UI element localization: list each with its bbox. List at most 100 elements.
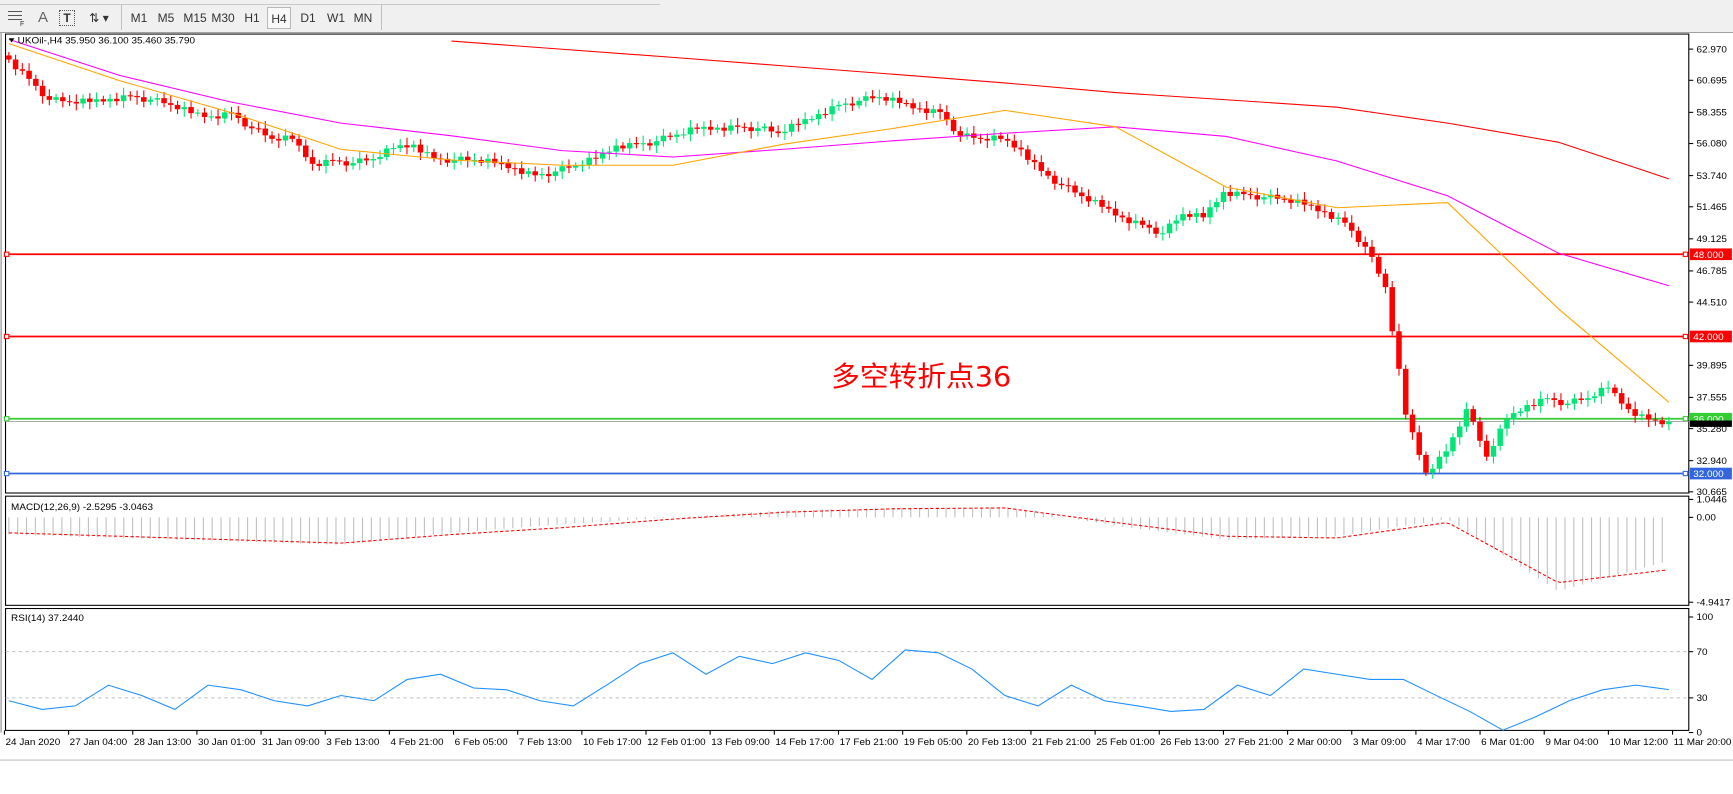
timeframe-h4[interactable]: H4 xyxy=(267,7,291,29)
candle xyxy=(775,125,781,138)
candle xyxy=(255,122,262,133)
candle-body xyxy=(910,103,916,109)
time-axis-label: 11 Mar 20:00 xyxy=(1674,737,1732,748)
rsi-line xyxy=(8,649,1669,731)
candle xyxy=(910,98,916,115)
candle-body xyxy=(1666,421,1672,425)
candle-body xyxy=(1375,256,1382,274)
candle-body xyxy=(532,171,538,176)
candle-body xyxy=(282,135,289,141)
candle xyxy=(1166,219,1173,239)
candle-body xyxy=(1193,213,1200,217)
candle xyxy=(863,91,869,107)
candle-body xyxy=(1328,212,1335,219)
candle xyxy=(660,128,667,147)
candle xyxy=(1666,416,1672,431)
candle xyxy=(1200,206,1207,222)
timeframe-m30[interactable]: M30 xyxy=(211,11,235,25)
timeframe-w1[interactable]: W1 xyxy=(327,11,345,25)
time-axis-label: 6 Feb 05:00 xyxy=(455,737,509,748)
rsi-axis-label: 30 xyxy=(1697,693,1709,704)
candle-body xyxy=(1355,230,1362,243)
candle xyxy=(809,115,815,123)
candle-body xyxy=(1099,199,1105,207)
candle-body xyxy=(518,168,525,174)
candle xyxy=(1281,195,1288,203)
candle xyxy=(107,94,113,108)
candle-body xyxy=(1605,387,1611,389)
level-handle[interactable] xyxy=(1682,416,1689,422)
candle-body xyxy=(46,96,53,100)
candle-body xyxy=(836,104,842,107)
candle xyxy=(680,128,687,139)
candle-body xyxy=(863,96,869,101)
candle xyxy=(431,148,437,162)
level-handle[interactable] xyxy=(1682,251,1689,257)
candle xyxy=(883,92,889,106)
candle-body xyxy=(1382,273,1389,288)
moving-average-mid xyxy=(8,38,1670,287)
candle-body xyxy=(1551,398,1557,400)
candle xyxy=(1463,402,1470,432)
candle-body xyxy=(1531,405,1537,407)
level-price-tag xyxy=(1689,248,1732,261)
time-axis-label: 19 Feb 05:00 xyxy=(904,737,963,748)
candle-body xyxy=(201,112,208,117)
candle-body xyxy=(1308,204,1315,206)
candle xyxy=(1119,211,1126,223)
text-label-tool-button[interactable]: T xyxy=(56,7,78,29)
collapse-triangle-icon[interactable] xyxy=(8,38,15,43)
timeframe-mn[interactable]: MN xyxy=(353,11,373,25)
candle-body xyxy=(640,143,646,145)
timeframe-m15[interactable]: M15 xyxy=(183,11,207,25)
candle-body xyxy=(1038,162,1045,171)
candle xyxy=(1011,134,1018,152)
candle-body xyxy=(370,159,377,161)
candle-body xyxy=(977,137,984,139)
candle xyxy=(640,135,646,152)
candle-body xyxy=(208,116,215,118)
candle xyxy=(181,101,188,117)
candle xyxy=(1362,236,1368,255)
level-handle[interactable] xyxy=(1682,333,1689,340)
candle xyxy=(991,128,997,147)
price-axis-label: 30.665 xyxy=(1697,487,1727,498)
timeframe-h1[interactable]: H1 xyxy=(244,11,260,25)
candle xyxy=(1052,170,1058,190)
arrows-tool-button[interactable]: ⇅ ▾ xyxy=(82,7,116,29)
candle-body xyxy=(539,174,545,176)
candle xyxy=(633,136,640,149)
price-axis-label: 49.125 xyxy=(1697,234,1727,245)
price-axis-label: 39.895 xyxy=(1697,361,1727,372)
level-handle[interactable] xyxy=(3,470,10,477)
grid-properties-icon[interactable]: F xyxy=(4,7,28,29)
candle xyxy=(674,129,680,143)
candle xyxy=(289,132,296,143)
candle xyxy=(1375,253,1382,278)
candle-body xyxy=(73,101,80,104)
annotation-text[interactable]: 多空转折点36 xyxy=(831,360,1011,392)
candle xyxy=(822,107,829,119)
level-handle[interactable] xyxy=(1682,470,1689,477)
candle xyxy=(1335,212,1341,226)
level-handle[interactable] xyxy=(3,333,10,340)
candle xyxy=(694,123,700,134)
candle-body xyxy=(19,69,26,71)
candle xyxy=(815,109,822,126)
candle-body xyxy=(1031,159,1038,163)
candle xyxy=(566,159,572,174)
candle xyxy=(1348,215,1355,238)
chart-window[interactable]: 62.970 60.695 58.355 56.080 53.740 51.465 49.1… xyxy=(0,33,1733,794)
candle xyxy=(937,103,943,120)
text-tool-button[interactable]: A xyxy=(37,9,48,26)
candle xyxy=(923,101,930,120)
timeframe-d1[interactable]: D1 xyxy=(300,11,316,25)
candle-body xyxy=(1119,215,1126,218)
candle xyxy=(505,159,511,173)
level-handle[interactable] xyxy=(3,251,10,257)
candle xyxy=(93,92,100,108)
candle-body xyxy=(60,97,66,102)
timeframe-m1[interactable]: M1 xyxy=(130,11,148,25)
timeframe-m5[interactable]: M5 xyxy=(157,11,175,25)
level-handle[interactable] xyxy=(3,416,10,422)
